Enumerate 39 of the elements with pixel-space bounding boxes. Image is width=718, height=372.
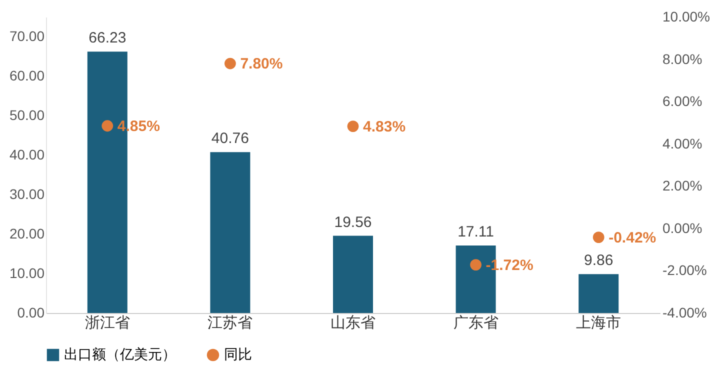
x-tick-label: 上海市 — [576, 314, 622, 332]
data-label: 9.86 — [584, 252, 614, 270]
y2-tick-label: 10.00% — [662, 8, 710, 24]
data-label: 19.56 — [334, 214, 372, 231]
bar — [333, 236, 373, 313]
y-tick-label: 40.00 — [9, 146, 45, 163]
point — [347, 120, 359, 132]
point — [470, 259, 482, 270]
legend-label: 同比 — [224, 346, 252, 362]
data-label: 4.83% — [363, 118, 406, 136]
data-label: -0.42% — [608, 229, 656, 246]
y2-tick-label: 8.00% — [662, 50, 702, 67]
point — [592, 232, 604, 243]
x-tick-label: 广东省 — [453, 314, 498, 332]
y2-tick-label: 4.00% — [662, 135, 702, 152]
y-tick-label: 20.00 — [9, 226, 45, 242]
y2-tick-label: 2.00% — [662, 178, 702, 194]
y-tick-label: 70.00 — [9, 28, 45, 44]
y2-tick-label: 0.00% — [662, 220, 702, 236]
bar — [578, 274, 619, 313]
x-tick-label: 浙江省 — [84, 314, 130, 332]
bar — [210, 152, 250, 313]
data-label: 66.23 — [88, 30, 126, 47]
legend-label: 出口额（亿美元） — [64, 346, 176, 362]
x-tick-label: 山东省 — [330, 314, 376, 332]
y-tick-label: 30.00 — [9, 186, 45, 202]
y2-tick-label: -2.00% — [662, 262, 707, 278]
x-tick-label: 江苏省 — [208, 314, 253, 332]
data-label: 40.76 — [211, 130, 249, 148]
y-tick-label: 50.00 — [9, 107, 45, 124]
point — [224, 58, 236, 70]
data-label: 7.80% — [240, 56, 283, 73]
data-label: 17.11 — [458, 223, 494, 240]
y-tick-label: 60.00 — [9, 68, 45, 84]
point — [102, 120, 114, 132]
y-tick-label: 10.00 — [9, 265, 45, 282]
y2-tick-label: 6.00% — [662, 93, 702, 110]
y-tick-label: 0.00 — [17, 304, 45, 320]
y2-tick-label: -4.00% — [662, 304, 707, 320]
